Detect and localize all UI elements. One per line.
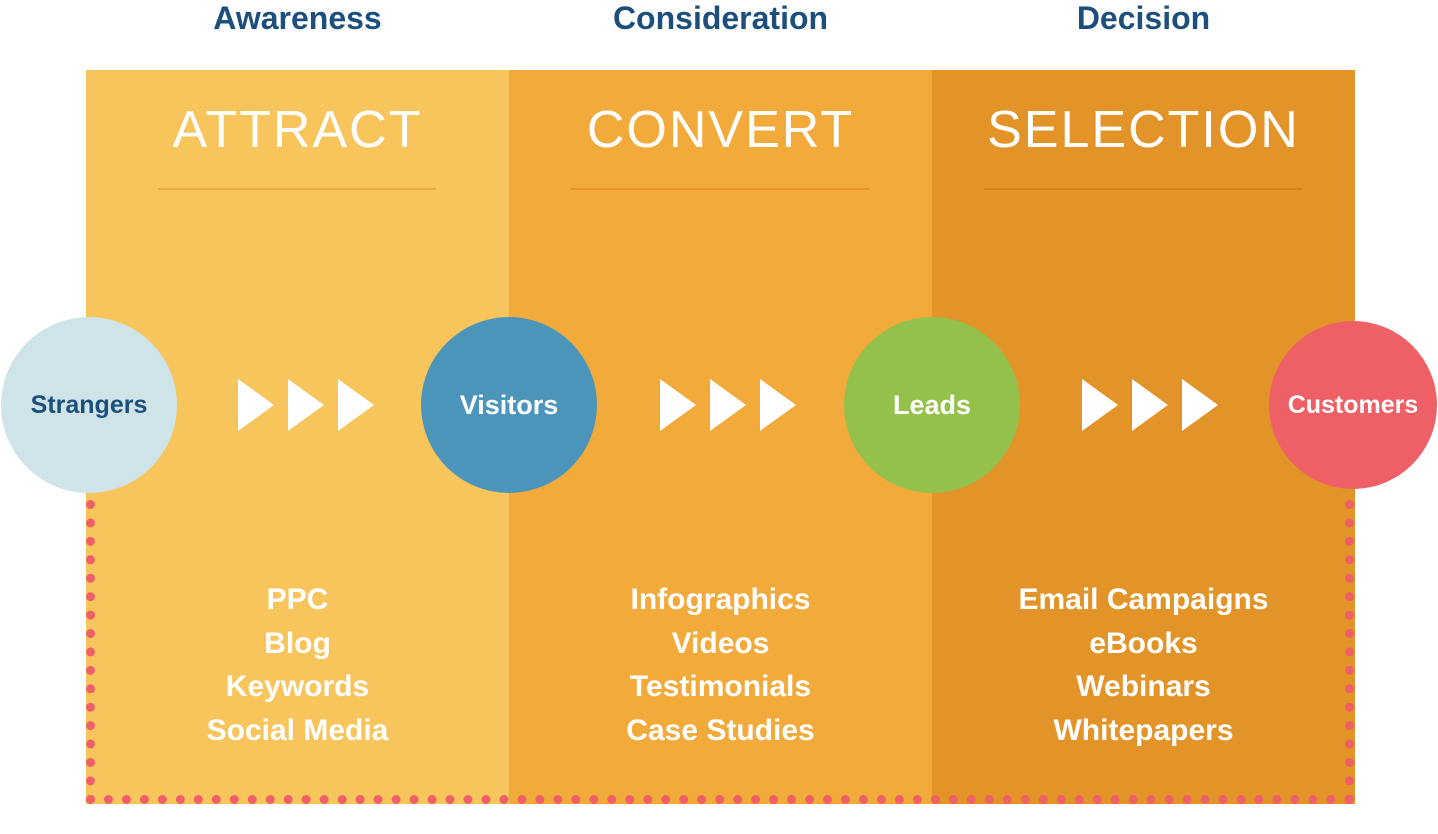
arrows-convert	[660, 379, 796, 431]
arrow-icon	[710, 379, 746, 431]
node-customers: Customers	[1269, 321, 1437, 489]
node-strangers: Strangers	[1, 317, 177, 493]
tactics-selection: Email CampaignseBooksWebinarsWhitepapers	[932, 578, 1355, 752]
tactic-item: eBooks	[932, 622, 1355, 666]
tactic-item: Keywords	[86, 665, 509, 709]
phase-label-consideration: Consideration	[509, 0, 932, 37]
arrow-icon	[1182, 379, 1218, 431]
tactic-item: Email Campaigns	[932, 578, 1355, 622]
panel-rule-selection	[984, 188, 1302, 190]
arrow-icon	[660, 379, 696, 431]
tactic-item: Infographics	[509, 578, 932, 622]
arrow-icon	[1132, 379, 1168, 431]
panel-title-selection: SELECTION	[932, 100, 1355, 160]
panel-title-convert: CONVERT	[509, 100, 932, 160]
tactics-attract: PPCBlogKeywordsSocial Media	[86, 578, 509, 752]
arrow-icon	[338, 379, 374, 431]
phase-label-awareness: Awareness	[86, 0, 509, 37]
tactics-convert: InfographicsVideosTestimonialsCase Studi…	[509, 578, 932, 752]
arrow-icon	[238, 379, 274, 431]
tactic-item: Videos	[509, 622, 932, 666]
arrows-attract	[238, 379, 374, 431]
tactic-item: Social Media	[86, 709, 509, 753]
node-label-visitors: Visitors	[460, 390, 559, 421]
arrow-icon	[288, 379, 324, 431]
node-label-leads: Leads	[893, 390, 971, 421]
tactic-item: Whitepapers	[932, 709, 1355, 753]
node-visitors: Visitors	[421, 317, 597, 493]
tactic-item: Case Studies	[509, 709, 932, 753]
tactic-item: Webinars	[932, 665, 1355, 709]
node-leads: Leads	[844, 317, 1020, 493]
arrows-selection	[1082, 379, 1218, 431]
tactic-item: PPC	[86, 578, 509, 622]
tactic-item: Testimonials	[509, 665, 932, 709]
phase-label-decision: Decision	[932, 0, 1355, 37]
panel-title-attract: ATTRACT	[86, 100, 509, 160]
panel-rule-attract	[158, 188, 436, 190]
panel-rule-convert	[571, 188, 869, 190]
tactic-item: Blog	[86, 622, 509, 666]
arrow-icon	[1082, 379, 1118, 431]
arrow-icon	[760, 379, 796, 431]
funnel-infographic: Awareness Consideration Decision ATTRACT…	[0, 0, 1438, 834]
node-label-customers: Customers	[1288, 391, 1419, 420]
node-label-strangers: Strangers	[31, 391, 148, 420]
